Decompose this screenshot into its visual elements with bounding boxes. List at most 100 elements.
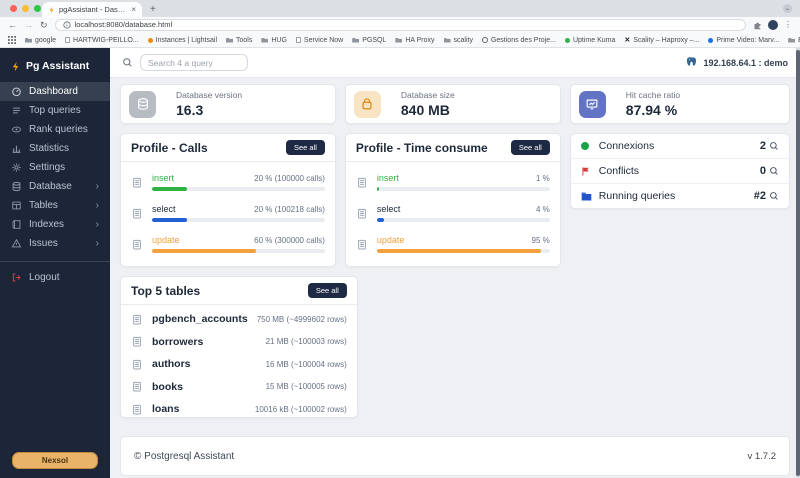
bookmark-item[interactable]: HA Proxy: [395, 37, 435, 44]
magnifier-icon[interactable]: [769, 166, 779, 176]
table-size: 16 MB (~100004 rows): [265, 359, 347, 369]
window-close-button[interactable]: [10, 5, 17, 12]
search-input[interactable]: [140, 54, 248, 71]
window-maximize-button[interactable]: [34, 5, 41, 12]
sidebar-item-settings[interactable]: Settings: [0, 158, 110, 177]
sidebar-item-top-queries[interactable]: Top queries: [0, 101, 110, 120]
alert-icon: [11, 238, 22, 249]
sidebar-item-issues[interactable]: Issues ›: [0, 234, 110, 253]
bookmark-item[interactable]: PGSQL: [352, 37, 386, 44]
site-info-icon[interactable]: [62, 21, 71, 29]
progress-fill: [376, 218, 384, 222]
sidebar-item-indexes[interactable]: Indexes ›: [0, 215, 110, 234]
tab-search-icon[interactable]: ⌄: [783, 4, 792, 13]
clipboard-icon: [131, 335, 143, 348]
bookmark-item[interactable]: Gestions des Proje...: [481, 37, 556, 44]
nexsol-button[interactable]: Nexsol: [12, 452, 98, 469]
table-row[interactable]: books 15 MB (~100005 rows): [131, 376, 347, 399]
sidebar-item-database[interactable]: Database ›: [0, 177, 110, 196]
bookmark-label: scality: [453, 36, 473, 44]
monitor-row-conflicts[interactable]: Conflicts 0: [570, 159, 789, 184]
main-area: 192.168.64.1 : demo Database version 16.…: [110, 48, 800, 478]
sidebar-item-dashboard[interactable]: Dashboard: [0, 82, 110, 101]
table-name: authors: [152, 358, 191, 371]
bookmark-item[interactable]: HUG: [261, 37, 287, 44]
bookmark-item[interactable]: Instances | Lightsail: [147, 36, 217, 44]
search-icon: [122, 57, 133, 68]
browser-menu-icon[interactable]: ⋮: [784, 20, 792, 29]
progress-track: [376, 218, 550, 222]
browser-tab[interactable]: pgAssistant - Dashboard ×: [42, 2, 142, 17]
table-icon: [11, 200, 22, 211]
table-row[interactable]: loans 10016 kB (~100002 rows): [131, 398, 347, 421]
forward-icon[interactable]: →: [24, 19, 33, 30]
back-icon[interactable]: ←: [8, 19, 17, 30]
sidebar-item-label: Indexes: [29, 219, 65, 230]
bookmark-item[interactable]: scality: [443, 36, 473, 44]
table-row[interactable]: pgbench_accounts 750 MB (~4999602 rows): [131, 308, 347, 331]
table-row[interactable]: borrowers 21 MB (~100003 rows): [131, 331, 347, 354]
monitor-label: Running queries: [598, 190, 676, 202]
connection-label: 192.168.64.1 : demo: [703, 57, 788, 68]
see-all-button[interactable]: See all: [307, 283, 347, 298]
page-footer: © Postgresql Assistant v 1.7.2: [120, 436, 790, 476]
reload-icon[interactable]: ↻: [40, 19, 48, 30]
bookmark-item[interactable]: google: [25, 37, 56, 44]
list-icon: [11, 105, 22, 116]
magnifier-icon[interactable]: [769, 191, 779, 201]
magnifier-icon[interactable]: [769, 141, 779, 151]
stat-label: Hit cache ratio: [625, 90, 681, 100]
bookmark-item[interactable]: Service Now: [295, 37, 343, 44]
brand: Pg Assistant: [0, 58, 110, 82]
table-name: borrowers: [152, 335, 204, 348]
progress-track: [376, 187, 550, 191]
bookmark-item[interactable]: Uptime Kuma: [564, 37, 615, 44]
page-icon: [65, 37, 71, 43]
extensions-puzzle-icon[interactable]: [753, 21, 762, 30]
database-icon: [11, 181, 22, 192]
scrollbar-thumb[interactable]: [796, 50, 800, 476]
bookmark-item[interactable]: ✕ Scality – Haproxy –...: [624, 37, 699, 44]
new-tab-button[interactable]: +: [150, 4, 156, 15]
sidebar-item-rank-queries[interactable]: Rank queries: [0, 120, 110, 139]
bookmark-item[interactable]: HARTWIG-PEILLO...: [65, 37, 139, 44]
monitor-row-connexions[interactable]: Connexions 2: [570, 134, 789, 159]
site-dot-icon: [147, 37, 153, 43]
profile-avatar[interactable]: [768, 20, 778, 30]
database-icon: [129, 90, 156, 118]
metric-value: 20 % (100218 calls): [254, 205, 325, 214]
bookmark-item[interactable]: Tools: [226, 37, 252, 44]
page-scrollbar[interactable]: [796, 48, 800, 478]
bookmark-label: Tools: [236, 36, 253, 44]
see-all-button[interactable]: See all: [510, 140, 550, 155]
monitor-value: #2: [753, 190, 766, 202]
sidebar-item-logout[interactable]: Logout: [0, 268, 110, 287]
sidebar-item-tables[interactable]: Tables ›: [0, 196, 110, 215]
address-bar[interactable]: localhost:8080/database.html: [54, 19, 746, 31]
table-row[interactable]: authors 16 MB (~100004 rows): [131, 353, 347, 376]
progress-fill: [152, 218, 187, 222]
version-text: v 1.7.2: [747, 450, 776, 462]
tab-close-icon[interactable]: ×: [131, 4, 136, 14]
bookmark-label: PGSQL: [362, 36, 387, 44]
flag-icon: [581, 166, 592, 177]
bookmark-item[interactable]: Prime Video: Marv...: [708, 37, 779, 44]
bookmark-item[interactable]: EHR: [788, 37, 800, 44]
see-all-button[interactable]: See all: [285, 140, 325, 155]
tab-title: pgAssistant - Dashboard: [59, 5, 127, 14]
metric-label: select: [152, 204, 176, 214]
profile-time-card: Profile - Time consume See all insert 1 …: [344, 133, 561, 267]
folder-icon: [226, 37, 233, 43]
browser-toolbar: ← → ↻ localhost:8080/database.html ⋮: [0, 17, 800, 33]
apps-grid-icon[interactable]: [8, 36, 16, 44]
bookmark-label: Instances | Lightsail: [155, 36, 217, 44]
stat-card-db-version: Database version 16.3: [120, 84, 336, 124]
monitor-row-running-queries[interactable]: Running queries #2: [571, 184, 789, 208]
brand-label: Pg Assistant: [26, 60, 90, 72]
folder-icon: [581, 191, 592, 201]
sidebar-divider: [0, 261, 110, 262]
window-minimize-button[interactable]: [22, 5, 29, 12]
sidebar-item-statistics[interactable]: Statistics: [0, 139, 110, 158]
table-size: 15 MB (~100005 rows): [265, 382, 347, 392]
topbar: 192.168.64.1 : demo: [110, 48, 800, 78]
